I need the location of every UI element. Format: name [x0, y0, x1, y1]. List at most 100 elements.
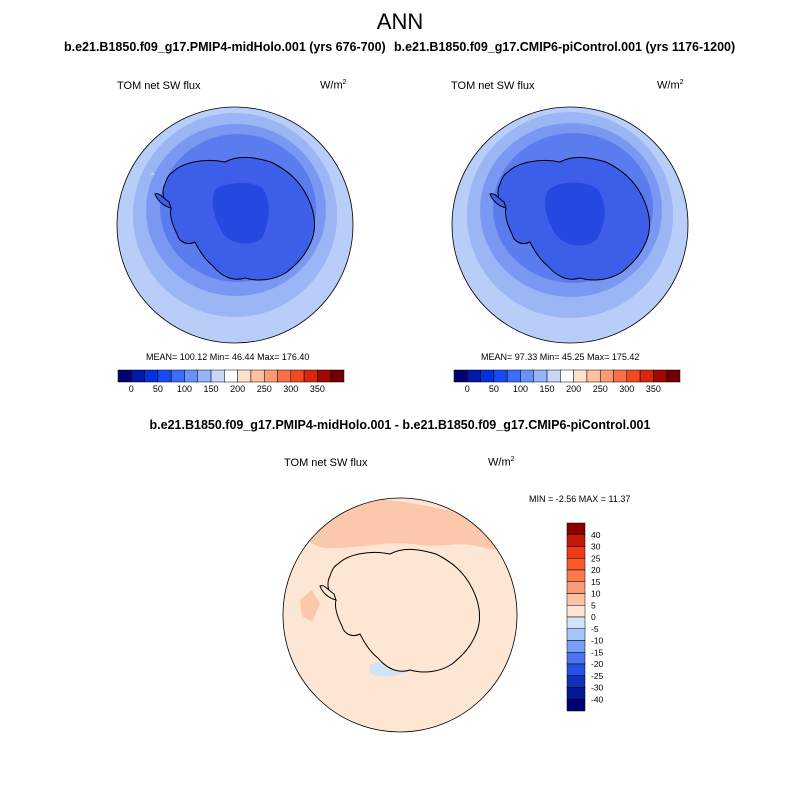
figure-title: ANN: [376, 9, 424, 34]
colorbar-difference-swatch: [566, 675, 586, 688]
colorbar-difference-swatch: [566, 699, 586, 712]
diff-stats: MIN = -2.56 MAX = 11.37: [529, 494, 631, 504]
panel-left-units: W/m2: [320, 79, 347, 92]
colorbar-right-tick-label: 250: [593, 384, 608, 394]
colorbar-left-swatch: [317, 369, 331, 383]
colorbar-left-tick-label: 200: [230, 384, 245, 394]
colorbar-difference-tick-label: 0: [591, 612, 596, 622]
colorbar-left-swatch: [157, 369, 172, 383]
colorbar-difference-tick-label: 30: [591, 542, 601, 552]
colorbar-left-swatch: [330, 369, 345, 383]
map-left-interior-plateau: [212, 182, 269, 244]
map-left-border: [116, 106, 354, 344]
difference-panel-title: b.e21.B1850.f09_g17.PMIP4-midHolo.001 - …: [149, 418, 651, 432]
colorbar-left-swatch: [224, 369, 238, 383]
colorbar-right-swatch: [453, 369, 468, 383]
colorbar-difference-swatch: [566, 605, 586, 618]
colorbar-left-swatch: [131, 369, 145, 383]
colorbar-left-tick-label: 150: [204, 384, 219, 394]
colorbar-left-swatch: [250, 369, 265, 383]
colorbar-difference-tick-label: -15: [591, 647, 604, 657]
map-right-border: [451, 106, 689, 344]
colorbar-difference-swatch: [566, 569, 586, 582]
colorbar-right-tick-label: 100: [513, 384, 528, 394]
colorbar-left-swatch: [303, 369, 318, 383]
colorbar-right-swatch: [586, 369, 601, 383]
colorbar-difference-tick-label: -5: [591, 624, 599, 634]
colorbar-left-swatch: [277, 369, 292, 383]
colorbar-right-swatch: [613, 369, 628, 383]
map-diff-border: [282, 497, 518, 733]
map-right-interior-plateau: [545, 182, 605, 246]
colorbar-left-swatch: [263, 369, 278, 383]
colorbar-difference-swatch: [566, 593, 586, 606]
colorbar-left-swatch: [237, 369, 252, 383]
colorbar-left-swatch: [197, 369, 212, 383]
map-diff-positive-patch-west: [300, 590, 320, 622]
colorbar-difference-swatch: [566, 546, 586, 559]
map-left-panel: [117, 107, 353, 343]
colorbar-left-tick-label: 0: [129, 384, 134, 394]
colorbar-left-tick-label: 250: [257, 384, 272, 394]
colorbar-difference-swatch: [566, 581, 586, 594]
colorbar-difference-swatch: [566, 663, 586, 676]
colorbar-right-swatch: [520, 369, 535, 383]
colorbar-difference-tick-label: -30: [591, 683, 604, 693]
colorbar-right-swatch: [533, 369, 548, 383]
colorbar-difference-swatch: [566, 534, 586, 547]
colorbar-difference-swatch: [566, 558, 586, 571]
panel-left-variable-label: TOM net SW flux: [117, 80, 201, 92]
colorbar-difference-swatch: [566, 616, 586, 629]
colorbar-difference-swatch: [566, 628, 586, 641]
colorbar-left-swatch: [290, 369, 305, 383]
colorbar-left-swatch: [117, 369, 132, 383]
panel-right-units: W/m2: [657, 79, 684, 92]
panel-right-stats: MEAN= 97.33 Min= 45.25 Max= 175.42: [481, 352, 640, 362]
colorbar-difference-swatch: [566, 522, 586, 535]
colorbar-right: 0 50 100 150 200 250 300 350: [453, 369, 681, 394]
colorbar-right-swatch: [560, 369, 574, 383]
map-right-panel: [452, 107, 688, 343]
colorbar-right-swatch: [626, 369, 641, 383]
colorbar-left-swatch: [210, 369, 225, 383]
map-left-sea-ice-patch: [140, 146, 155, 175]
colorbar-left-tick-label: 50: [153, 384, 163, 394]
colorbar-right-swatch: [480, 369, 495, 383]
diff-units: W/m2: [488, 456, 515, 469]
colorbar-difference-swatch: [566, 640, 586, 653]
colorbar-difference-swatch: [566, 652, 586, 665]
panel-right-variable-label: TOM net SW flux: [451, 80, 535, 92]
colorbar-right-swatch: [493, 369, 508, 383]
panel-left-stats: MEAN= 100.12 Min= 46.44 Max= 176.40: [146, 352, 310, 362]
colorbar-right-swatch: [599, 369, 614, 383]
map-right-sea-ice-patch: [475, 137, 495, 154]
colorbar-difference-tick-label: 5: [591, 600, 596, 610]
colorbar-right-tick-label: 150: [540, 384, 555, 394]
colorbar-right-swatch: [506, 369, 521, 383]
colorbar-left-swatch: [170, 369, 185, 383]
colorbar-difference-tick-label: 40: [591, 530, 601, 540]
colorbar-difference-tick-label: 25: [591, 553, 601, 563]
colorbar-difference-tick-label: 15: [591, 577, 601, 587]
map-diff-panel: [283, 498, 517, 732]
colorbar-difference-tick-label: -10: [591, 636, 604, 646]
diff-variable-label: TOM net SW flux: [284, 457, 368, 469]
colorbar-right-tick-label: 200: [566, 384, 581, 394]
colorbar-right-tick-label: 0: [465, 384, 470, 394]
colorbar-left-swatch: [184, 369, 199, 383]
colorbar-left-tick-label: 100: [177, 384, 192, 394]
colorbar-right-swatch: [573, 369, 588, 383]
colorbar-difference-tick-label: -25: [591, 671, 604, 681]
colorbar-left-tick-label: 350: [310, 384, 325, 394]
colorbar-right-tick-label: 50: [489, 384, 499, 394]
colorbar-difference-swatch: [566, 687, 586, 700]
colorbar-difference-tick-label: 20: [591, 565, 601, 575]
colorbar-right-swatch: [653, 369, 667, 383]
colorbar-right-swatch: [639, 369, 654, 383]
colorbar-right-swatch: [546, 369, 561, 383]
colorbar-difference-tick-label: -20: [591, 659, 604, 669]
colorbar-right-tick-label: 350: [646, 384, 661, 394]
colorbar-left-swatch: [144, 369, 159, 383]
